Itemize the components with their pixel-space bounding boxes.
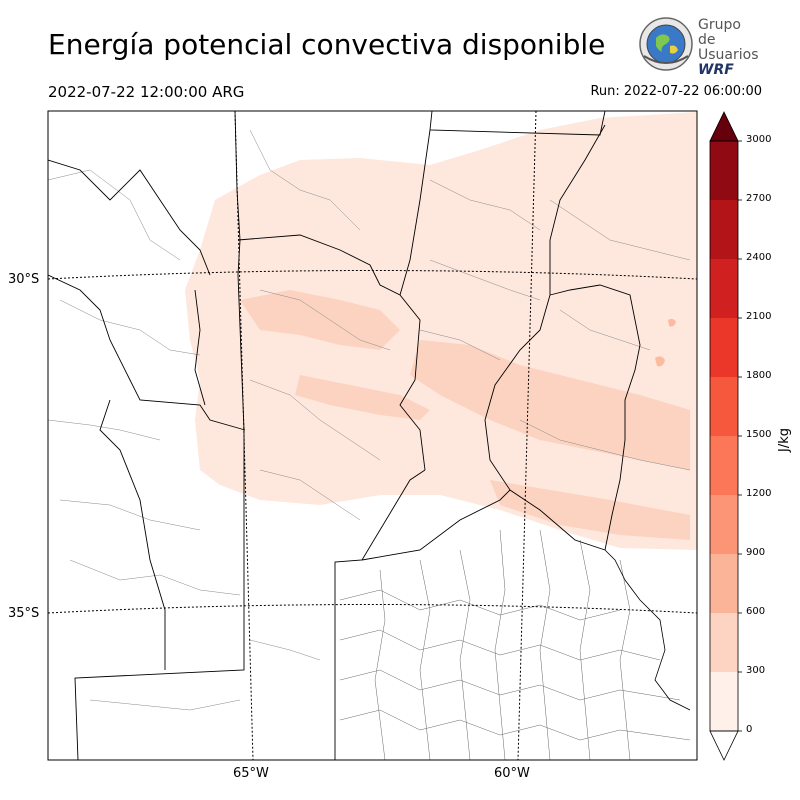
run-time-label: Run: 2022-07-22 06:00:00: [590, 84, 762, 99]
colorbar-bin: [710, 554, 738, 613]
cape-region-strong: [668, 318, 676, 327]
map-title: Energía potencial convectiva disponible: [48, 28, 606, 61]
graticule-lat-30s: [48, 270, 697, 280]
colorbar-tick-label: 2100: [746, 311, 772, 322]
colorbar-tick-label: 3000: [746, 134, 772, 145]
graticule: [48, 111, 697, 760]
colorbar-bin: [710, 318, 738, 377]
wrf-users-logo: Grupo de Usuarios WRF: [638, 16, 762, 78]
graticule-lat-35s: [48, 604, 697, 614]
partido-borders: [339, 529, 691, 760]
colorbar-bin: [710, 377, 738, 436]
colorbar-bin: [710, 200, 738, 259]
district-borders: [48, 129, 691, 711]
colorbar-tick-label: 300: [746, 665, 766, 676]
cape-region-medium: [295, 375, 430, 420]
cape-shading: [185, 112, 697, 550]
colorbar-tick-label: 1500: [746, 429, 772, 440]
colorbar: [709, 111, 742, 761]
lon-label-65w: 65°W: [233, 766, 269, 781]
province-borders: [48, 111, 641, 760]
colorbar-tick-label: 2400: [746, 252, 772, 263]
colorbar-bin: [710, 141, 738, 200]
colorbar-tick-label: 0: [746, 724, 753, 735]
cape-region-medium: [490, 480, 690, 540]
colorbar-tick-label: 1800: [746, 370, 772, 381]
logo-line-2: Usuarios: [698, 47, 759, 63]
graticule-lon-60w: [517, 111, 537, 760]
cape-region-light: [185, 112, 697, 550]
colorbar-bin: [710, 672, 738, 731]
colorbar-tick-label: 1200: [746, 488, 772, 499]
logo-line-3: WRF: [698, 62, 734, 78]
colorbar-extend-min: [709, 730, 739, 761]
map-frame: [47, 110, 698, 761]
valid-time-label: 2022-07-22 12:00:00 ARG: [48, 83, 245, 101]
graticule-lon-65w: [234, 111, 254, 760]
colorbar-bin: [710, 436, 738, 495]
colorbar-bin: [710, 613, 738, 672]
cape-region-strong: [655, 356, 665, 367]
colorbar-unit-label: J/kg: [777, 428, 792, 452]
lat-label-35s: 35°S: [8, 606, 40, 621]
logo-line-1: Grupo de: [698, 17, 741, 48]
colorbar-extend-max: [709, 111, 739, 142]
cape-region-medium: [240, 290, 400, 350]
colorbar-tick-label: 2700: [746, 193, 772, 204]
colorbar-tick-label: 900: [746, 547, 766, 558]
colorbar-bin: [710, 495, 738, 554]
colorbar-bin: [710, 259, 738, 318]
colorbar-tick-label: 600: [746, 606, 766, 617]
cape-region-medium: [410, 340, 690, 470]
lat-label-30s: 30°S: [8, 272, 40, 287]
lon-label-60w: 60°W: [494, 766, 530, 781]
coastline: [604, 549, 691, 711]
globe-seal-icon: [639, 17, 693, 71]
